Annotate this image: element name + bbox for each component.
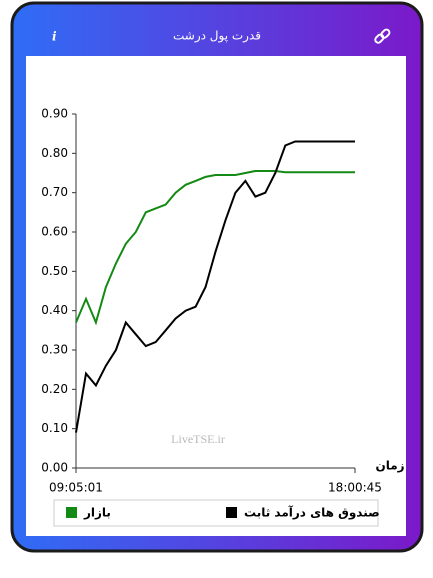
line-series <box>75 140 355 433</box>
x-axis-label: زمان <box>375 459 404 473</box>
info-icon[interactable]: i <box>52 30 57 44</box>
legend-swatch <box>226 507 237 518</box>
line-series <box>75 170 355 326</box>
x-tick-label: 18:00:45 <box>328 481 382 495</box>
y-tick-label: 0.00 <box>41 461 68 475</box>
y-tick-label: 0.20 <box>41 382 68 396</box>
y-tick-label: 0.70 <box>41 185 68 199</box>
legend-label: صندوق های درآمد ثابت <box>244 505 380 521</box>
y-tick-label: 0.60 <box>41 225 68 239</box>
legend-label: بازار <box>83 506 111 520</box>
y-tick-label: 0.10 <box>41 421 68 435</box>
y-tick-label: 0.30 <box>41 343 68 357</box>
x-tick-label: 09:05:01 <box>49 481 103 495</box>
y-tick-label: 0.40 <box>41 303 68 317</box>
chart-panel <box>26 56 406 536</box>
legend <box>53 499 379 527</box>
y-tick-label: 0.90 <box>41 107 68 121</box>
header-title: قدرت پول درشت <box>173 29 261 44</box>
watermark: LiveTSE.ir <box>171 432 225 446</box>
y-tick-label: 0.80 <box>41 146 68 160</box>
link-icon[interactable] <box>374 28 391 44</box>
legend-swatch <box>66 507 77 518</box>
y-tick-label: 0.50 <box>41 264 68 278</box>
